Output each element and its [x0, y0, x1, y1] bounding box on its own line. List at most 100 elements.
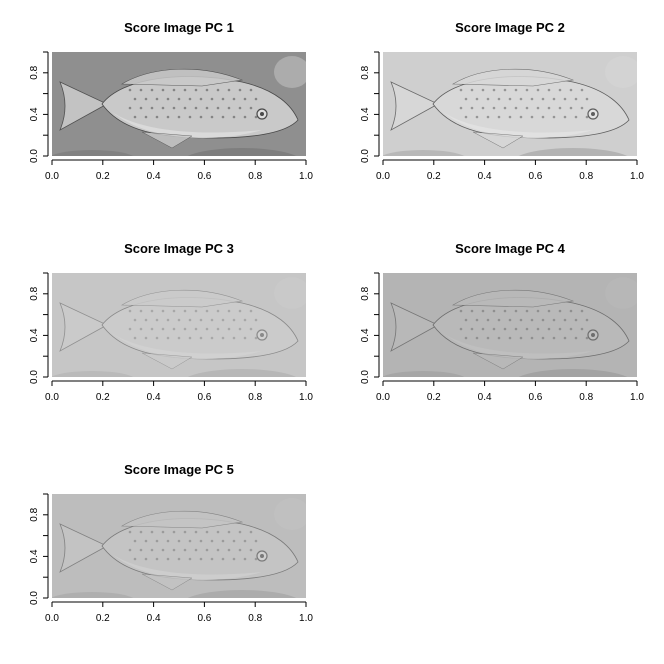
score-image [383, 52, 637, 156]
fish-scale-spot [563, 318, 567, 322]
fish-scale-spot [519, 336, 523, 340]
fish-scale-spot [177, 557, 181, 561]
fish-scale-spot [508, 97, 512, 101]
fish-scale-spot [144, 539, 148, 543]
score-image [52, 52, 306, 156]
fish-belly [112, 554, 262, 581]
fish-scale-spot [541, 115, 545, 119]
x-tick-label: 0.6 [197, 392, 211, 403]
fish-scale-spot [486, 318, 490, 322]
fish-scale-spot [210, 115, 214, 119]
fish-scale-spot [475, 115, 479, 119]
fish-scale-spot [188, 97, 192, 101]
fish-scale-spot [249, 106, 253, 110]
fish-scale-spot [552, 318, 556, 322]
fish-scale-spot [525, 106, 529, 110]
fish-scale-spot [238, 106, 242, 110]
fish [390, 68, 630, 149]
fish-scale-spot [210, 557, 214, 561]
fish-scale-spot [216, 327, 220, 331]
fish-scale-spot [133, 318, 137, 322]
fish-scale-spot [536, 309, 540, 313]
fish-scale-spot [188, 336, 192, 340]
fish-scale-spot [232, 539, 236, 543]
x-tick-label: 1.0 [630, 171, 644, 182]
fish-scale-spot [150, 88, 154, 92]
fish-scale-spot [139, 548, 143, 552]
fish-scale-spot [254, 336, 258, 340]
fish-pupil [260, 554, 264, 558]
fish-tail [59, 523, 108, 573]
fish-scale-spot [205, 548, 209, 552]
fish-scale-spot [503, 327, 507, 331]
fish [59, 289, 299, 370]
x-tick-label: 0.0 [45, 392, 59, 403]
fish-scale-spot [238, 88, 242, 92]
fish-scale-spot [161, 106, 165, 110]
y-tick-label: 0.4 [360, 328, 371, 342]
fish-scale-spot [199, 557, 203, 561]
fish-scale-spot [508, 336, 512, 340]
fish-scale-spot [221, 115, 225, 119]
fish-scale-spot [514, 327, 518, 331]
x-tick-label: 0.4 [478, 392, 492, 403]
fish-scale-spot [541, 97, 545, 101]
fish-scale-spot [139, 106, 143, 110]
fish-scale-spot [177, 336, 181, 340]
fish-scale-spot [172, 548, 176, 552]
fish-scale-spot [232, 336, 236, 340]
x-tick-label: 0.2 [427, 392, 441, 403]
fish-scale-spot [254, 318, 258, 322]
fish [59, 68, 299, 149]
fish-scale-spot [183, 106, 187, 110]
x-tick-label: 0.2 [427, 171, 441, 182]
fish-scale-spot [155, 539, 159, 543]
fish-scale-spot [558, 88, 562, 92]
x-tick-label: 0.0 [376, 392, 390, 403]
x-tick-label: 0.0 [45, 171, 59, 182]
fish-scale-spot [514, 309, 518, 313]
fish-pupil [260, 112, 264, 116]
fish-scale-spot [128, 327, 132, 331]
y-tick-label: 0.0 [360, 370, 371, 384]
fish-scale-spot [525, 88, 529, 92]
fish-scale-spot [541, 318, 545, 322]
fish-scale-spot [194, 88, 198, 92]
fish-scale-spot [172, 309, 176, 313]
fish-scale-spot [194, 548, 198, 552]
fish-scale-spot [459, 88, 463, 92]
background-shell [605, 277, 637, 309]
fish-dorsal-fin [120, 289, 244, 308]
fish-scale-spot [155, 318, 159, 322]
fish-tail [390, 302, 439, 352]
background-rock [518, 369, 628, 377]
x-tick-label: 0.0 [45, 613, 59, 624]
fish-scale-spot [503, 309, 507, 313]
fish-scale-spot [481, 309, 485, 313]
fish-scale-spot [464, 115, 468, 119]
fish-scale-spot [497, 336, 501, 340]
fish-scale-spot [481, 327, 485, 331]
fish-scale-spot [172, 88, 176, 92]
fish-scale-spot [227, 106, 231, 110]
fish-scale-spot [481, 106, 485, 110]
fish-scale-spot [194, 327, 198, 331]
fish-scale-spot [210, 97, 214, 101]
fish-scale-spot [459, 106, 463, 110]
fish-scale-spot [243, 539, 247, 543]
fish-pupil [260, 333, 264, 337]
fish-pelvic-fin [472, 352, 524, 370]
fish-scale-spot [525, 327, 529, 331]
fish-scale-spot [563, 97, 567, 101]
fish-scale-spot [530, 336, 534, 340]
fish-scale-spot [254, 115, 258, 119]
fish-scale-spot [552, 336, 556, 340]
fish-scale-spot [216, 88, 220, 92]
fish-scale-spot [470, 88, 474, 92]
fish-scale-spot [232, 318, 236, 322]
fish-scale-spot [133, 557, 137, 561]
fish-scale-spot [238, 548, 242, 552]
y-tick-label: 0.8 [29, 65, 40, 79]
fish-scale-spot [166, 336, 170, 340]
fish-scale-spot [133, 539, 137, 543]
